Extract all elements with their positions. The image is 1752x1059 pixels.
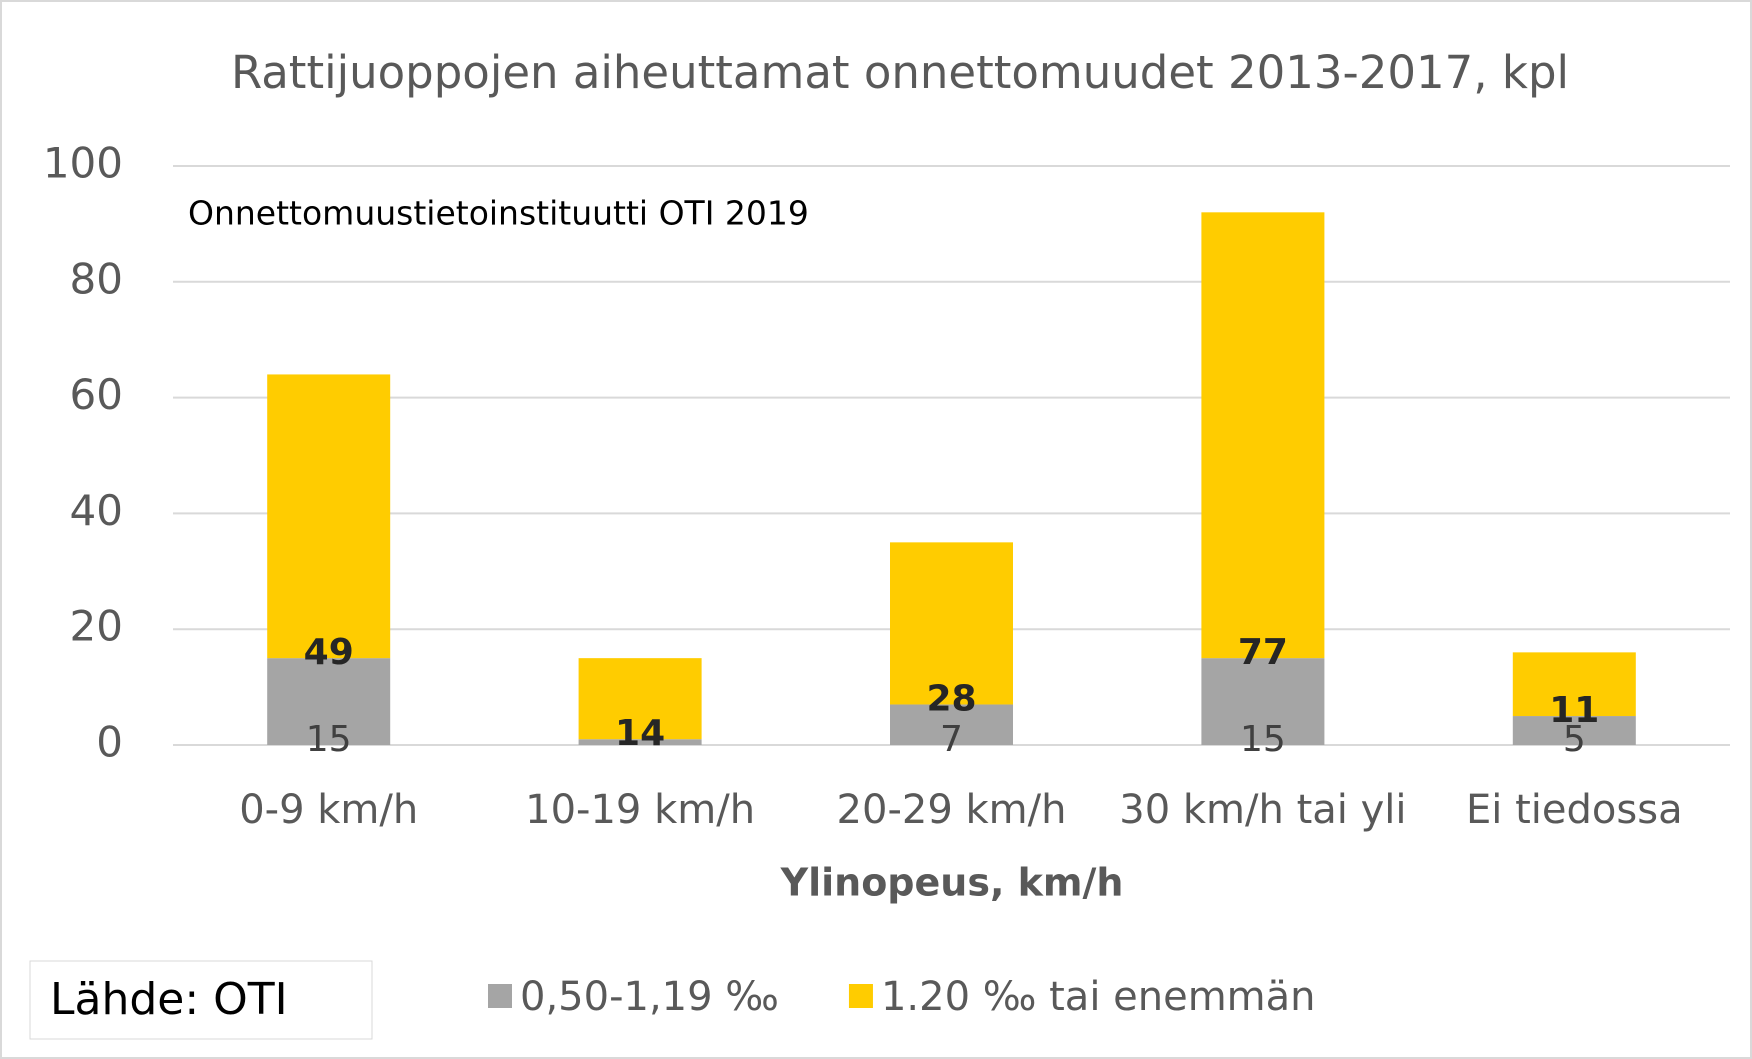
data-label: 5 [1563, 719, 1586, 760]
chart-title: Rattijuoppojen aiheuttamat onnettomuudet… [231, 46, 1569, 99]
bar-segment [890, 542, 1013, 705]
legend-swatch [848, 984, 873, 1008]
x-tick-label: 0-9 km/h [239, 787, 418, 833]
legend-label: 1.20 ‰ tai enemmän [881, 974, 1316, 1020]
data-label: 28 [926, 678, 976, 719]
source-box [29, 960, 373, 1040]
bar-segment [1512, 652, 1636, 717]
y-tick-label: 80 [70, 254, 123, 303]
y-tick-label: 0 [96, 718, 123, 767]
bar-segment [267, 374, 391, 659]
bar-segment [578, 739, 702, 745]
source: Lähde: OTI [50, 974, 288, 1025]
bar-segment [578, 658, 702, 740]
y-tick-label: 60 [70, 370, 123, 419]
data-label: 14 [615, 713, 665, 754]
bar-segment [890, 704, 1013, 745]
x-tick-label: Ei tiedossa [1466, 787, 1683, 833]
bar-segment [267, 658, 391, 745]
y-tick-label: 20 [70, 602, 123, 651]
x-tick-label: 30 km/h tai yli [1119, 787, 1406, 833]
data-label: 15 [306, 719, 352, 760]
x-tick-label: 10-19 km/h [525, 787, 755, 833]
legend-label: 0,50-1,19 ‰ [520, 974, 779, 1020]
bar-segment [1201, 212, 1325, 659]
data-label: 77 [1238, 632, 1288, 673]
legend-swatch [488, 984, 512, 1008]
data-label: 49 [304, 632, 354, 673]
bar-segment [1201, 658, 1325, 745]
y-tick-label: 100 [43, 139, 123, 188]
data-label: 7 [940, 719, 963, 760]
data-label: 15 [1240, 719, 1286, 760]
x-axis-title: Ylinopeus, km/h [780, 861, 1124, 905]
x-tick-label: 20-29 km/h [837, 787, 1067, 833]
data-label: 11 [1549, 690, 1599, 731]
bar-segment [1512, 716, 1636, 745]
y-tick-label: 40 [70, 486, 123, 535]
annotation: Onnettomuustietoinstituutti OTI 2019 [188, 194, 809, 233]
